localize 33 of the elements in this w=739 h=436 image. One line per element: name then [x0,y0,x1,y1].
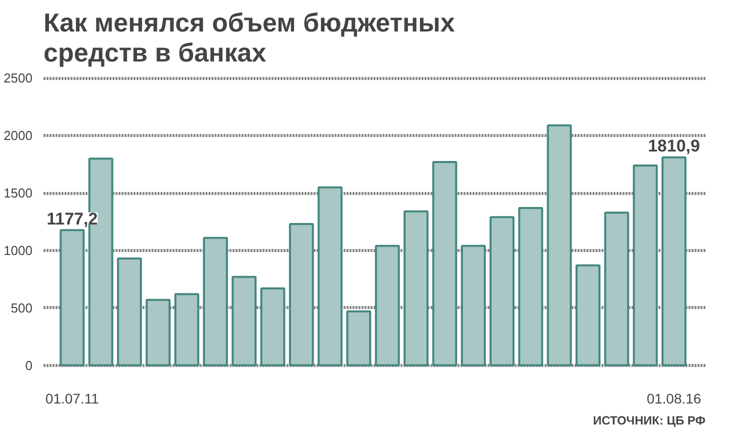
y-tick-label: 2000 [4,128,32,144]
y-tick-label: 500 [10,300,33,316]
bar [404,210,429,366]
chart-title: Как менялся объем бюджетных средств в банках [44,8,456,68]
bar [374,244,400,366]
bar [546,124,572,366]
bar [232,276,257,366]
bar [604,212,630,366]
bar [518,206,544,366]
bar [576,264,600,366]
x-tick-label: 01.08.16 [646,390,702,406]
x-tick-label: 01.07.11 [45,390,100,406]
bar [490,216,514,366]
bar [288,223,314,366]
bar [174,293,200,366]
bar [318,186,343,366]
bar [146,298,171,366]
bar [260,287,286,366]
y-tick-label: 2500 [4,70,32,86]
bar [202,236,228,366]
y-tick-label: 1500 [4,186,32,201]
bar [632,164,658,366]
bar [432,161,458,366]
data-label: 1810,9 [648,136,700,156]
bar [60,229,85,366]
bar [662,156,686,366]
bar [346,310,372,366]
text: ИСТОЧНИК: ЦБ РФ [592,414,706,428]
bar [117,258,142,366]
y-tick-label: 1000 [4,242,32,258]
y-tick-label: 0 [25,358,33,373]
bar [460,244,486,366]
data-label: 1177,2 [46,209,98,228]
